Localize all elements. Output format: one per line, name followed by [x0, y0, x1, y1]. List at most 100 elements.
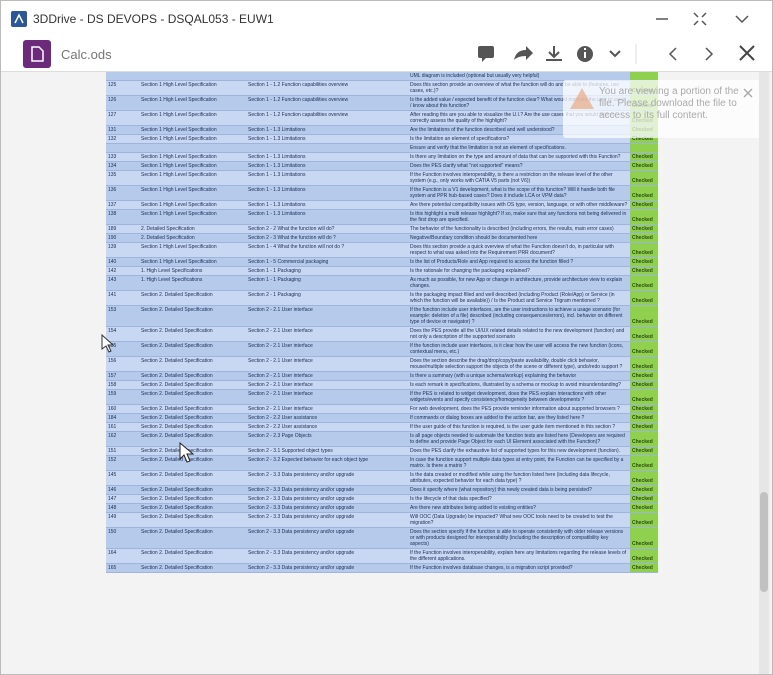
sheet-row: 142 1. High Level Specifications Section 1…: [106, 267, 658, 276]
question-cell: Does this section provide an overview of…: [410, 82, 620, 94]
window-controls[interactable]: [648, 9, 758, 29]
section-cell: Section 2. Detailed Specification: [141, 472, 213, 478]
subsection-cell: Section 1 - 1.3 Limitations: [248, 154, 306, 160]
question-cell: Is this highlight a multi release highli…: [410, 211, 627, 223]
section-cell: Section 2. Detailed Specification: [141, 514, 213, 520]
section-cell: Section 2. Detailed Specification: [141, 292, 213, 298]
row-id-cell: 134: [108, 163, 117, 169]
question-cell: Are there new attributes being added to …: [410, 505, 536, 511]
row-id-cell: 141: [108, 292, 117, 298]
row-id-cell: 131: [108, 127, 117, 133]
subsection-cell: Section 1 - 1.3 Limitations: [248, 163, 306, 169]
sheet-row: 132 Section 1 High Level Specification Sec…: [106, 135, 658, 144]
row-id-cell: 159: [108, 391, 117, 397]
row-id-cell: 150: [108, 529, 117, 535]
status-cell: Checked: [630, 276, 658, 290]
row-id-cell: 148: [108, 505, 117, 511]
row-id-cell: 133: [108, 154, 117, 160]
row-id-cell: 146: [108, 487, 117, 493]
subsection-cell: Section 2 - 3.3 Data persistency and/or …: [248, 487, 355, 493]
sheet-row: 160 Section 2. Detailed Specification Sect…: [106, 405, 658, 414]
subsection-cell: Section 2 - 3.3 Data persistency and/or …: [248, 505, 355, 511]
subsection-cell: Section 1 - 1.3 Limitations: [248, 211, 306, 217]
row-id-cell: 137: [108, 202, 117, 208]
notice-text: You are viewing a portion of the file. P…: [599, 86, 739, 121]
question-cell: Does this section provide a quick overvi…: [410, 244, 614, 256]
sheet-row: 133 Section 1 High Level Specification Sec…: [106, 153, 658, 162]
section-cell: Section 1 High Level Specification: [141, 259, 217, 265]
question-cell: If the Function involves interoperabilit…: [410, 550, 627, 562]
section-cell: Section 2. Detailed Specification: [141, 424, 213, 430]
status-cell: Checked: [630, 210, 658, 224]
section-cell: Section 2. Detailed Specification: [141, 457, 213, 463]
status-cell: Checked: [630, 234, 658, 242]
subsection-cell: Section 1 - 1.3 Limitations: [248, 187, 306, 193]
subsection-cell: Section 1 - 1.3 Limitations: [248, 202, 306, 208]
subsection-cell: Section 1 - 5 Commercial packaging: [248, 259, 329, 265]
row-id-cell: 126: [108, 97, 117, 103]
sheet-row: 155 Section 2. Detailed Specification Sect…: [106, 342, 658, 357]
question-cell: Is the rationale for changing the packag…: [410, 268, 530, 274]
question-cell: If commands or dialog boxes are added to…: [410, 415, 585, 421]
section-cell: Section 2. Detailed Specification: [141, 391, 213, 397]
subsection-cell: Section 2 - 1 Packaging: [248, 292, 301, 298]
question-cell: Is the data created or modified while us…: [410, 472, 610, 484]
section-cell: Section 2. Detailed Specification: [141, 433, 213, 439]
question-cell: Does the PES clarify the exhaustive list…: [410, 448, 621, 454]
sheet-row: 154 Section 2. Detailed Specification Sect…: [106, 327, 658, 342]
status-cell: Checked: [630, 258, 658, 266]
document-area: UML diagram is included (optional but us…: [1, 72, 772, 674]
subsection-cell: Section 2 - 3.3 Data persistency and/or …: [248, 550, 355, 556]
section-cell: Section 2. Detailed Specification: [141, 448, 213, 454]
row-id-cell: 151: [108, 448, 117, 454]
section-cell: Section 1 High Level Specification: [141, 97, 217, 103]
section-cell: Section 2. Detailed Specification: [141, 382, 213, 388]
sheet-row: 162 Section 2. Detailed Specification Sect…: [106, 432, 658, 447]
subsection-cell: Section 2 - 2.1 User interface: [248, 406, 313, 412]
subsection-cell: Section 2 - 2 What the function will do?: [248, 226, 335, 232]
section-cell: Section 2. Detailed Specification: [141, 328, 213, 334]
row-id-cell: 189: [108, 226, 117, 232]
window-title: 3DDrive - DS DEVOPS - DSQAL053 - EUW1: [33, 12, 274, 26]
scroll-thumb[interactable]: [760, 492, 768, 592]
sheet-row: 156 Section 2. Detailed Specification Sect…: [106, 357, 658, 372]
row-id-cell: 136: [108, 187, 117, 193]
question-cell: Is there any limitation on the type and …: [410, 154, 621, 160]
row-id-cell: 153: [108, 307, 117, 313]
subsection-cell: Section 2 - 2.1 User interface: [248, 373, 313, 379]
toolbar-actions[interactable]: [474, 42, 764, 66]
section-cell: Section 1 High Level Specification: [141, 187, 217, 193]
section-cell: Section 1 High Level Specification: [141, 172, 217, 178]
sheet-row: 152 Section 2. Detailed Specification Sect…: [106, 456, 658, 471]
row-id-cell: 152: [108, 457, 117, 463]
section-cell: [139, 144, 246, 152]
row-id-cell: 132: [108, 136, 117, 142]
sheet-row: 134 Section 1 High Level Specification Sec…: [106, 162, 658, 171]
subsection-cell: Section 2 - 3.3 Data persistency and/or …: [248, 565, 355, 571]
section-cell: Section 1 High Level Specification: [141, 154, 217, 160]
sheet-row: 140 Section 1 High Level Specification Sec…: [106, 258, 658, 267]
question-cell: If the Function involves database change…: [410, 565, 573, 571]
subsection-cell: Section 2 - 2.3 Page Objects: [248, 433, 312, 439]
sheet-row: 145 Section 2. Detailed Specification Sect…: [106, 471, 658, 486]
subsection-cell: Section 1 - 4 What the function will not…: [248, 244, 345, 250]
status-cell: [630, 72, 658, 80]
sheet-row: 136 Section 1 High Level Specification Sec…: [106, 186, 658, 201]
status-cell: Checked: [630, 381, 658, 389]
sheet-row: 161 Section 2. Detailed Specification Sect…: [106, 423, 658, 432]
sheet-row: 137 Section 1 High Level Specification Sec…: [106, 201, 658, 210]
status-cell: Checked: [630, 291, 658, 305]
scrollbar[interactable]: [759, 72, 769, 674]
notice-close[interactable]: [743, 88, 753, 98]
subsection-cell: Section 2 - 3 What the function will do …: [248, 235, 336, 241]
status-cell: Checked: [630, 267, 658, 275]
subsection-cell: Section 1 - 1 Packaging: [248, 277, 301, 283]
subsection-cell: Section 2 - 2.1 User interface: [248, 358, 313, 364]
section-cell: Section 1 High Level Specification: [141, 136, 217, 142]
status-cell: Checked: [630, 342, 658, 356]
section-cell: Section 2. Detailed Specification: [141, 343, 213, 349]
question-cell: Is there a summary (with a unique schema…: [410, 373, 577, 379]
status-cell: Checked: [630, 372, 658, 380]
sheet-row: 149 Section 2. Detailed Specification Sect…: [106, 513, 658, 528]
row-id-cell: 147: [108, 496, 117, 502]
